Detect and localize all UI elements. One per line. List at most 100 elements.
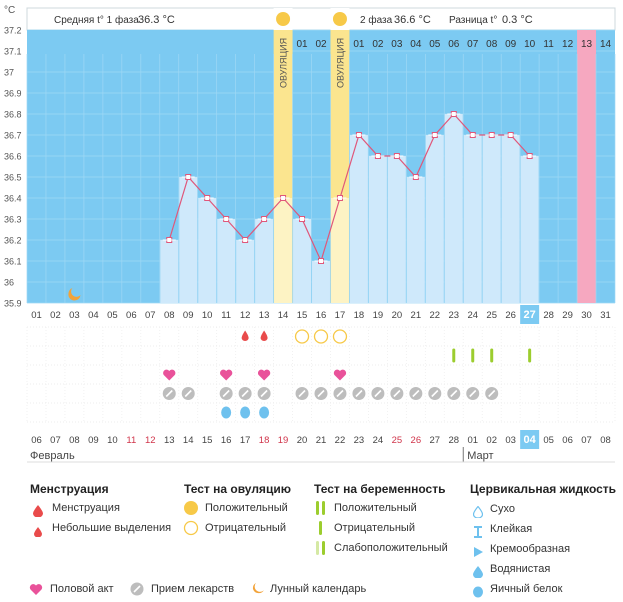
cycle-day-label: 01	[31, 310, 42, 321]
cycle-day-label: 08	[164, 310, 175, 321]
legend-menstruation-item: Менструация	[52, 502, 120, 514]
y-tick-label: 36.2	[4, 236, 22, 246]
fluid-egg-white-icon	[221, 406, 232, 419]
ovulation-sun-icon	[332, 12, 347, 26]
temperature-line	[168, 113, 531, 263]
diff-label: Разница t°	[449, 15, 497, 26]
post-ovulation-day-label: 07	[467, 39, 479, 50]
legend-title-pregnancy-test: Тест на беременность	[314, 482, 446, 496]
legend-pregnancy-negative-item: Отрицательный	[334, 522, 415, 534]
calendar-date-label: 09	[88, 435, 99, 446]
heart-icon	[333, 369, 347, 381]
legend-ovulation-negative-item: Отрицательный	[205, 522, 286, 534]
calendar-date-label: 15	[202, 435, 213, 446]
pill-stripe	[165, 389, 173, 398]
temperature-bar	[482, 135, 501, 303]
calendar-date-label: 08	[69, 435, 80, 446]
y-tick-label: 35.9	[4, 299, 22, 309]
temperature-bar	[217, 219, 236, 303]
cycle-day-label: 17	[335, 310, 346, 321]
pill-stripe	[260, 389, 268, 398]
predicted-period-band	[577, 54, 597, 303]
calendar-date-label: 14	[183, 435, 194, 446]
calendar-date-label: 02	[486, 435, 497, 446]
post-ovulation-day-label: 11	[543, 39, 554, 50]
calendar-date-label: 07	[581, 435, 592, 446]
fluid-watery-icon	[473, 563, 483, 582]
ovulation-text: ОВУЛЯЦИЯ	[335, 38, 345, 88]
legend-fluid-dry-item: Сухо	[490, 503, 515, 515]
moon-icon	[68, 288, 81, 301]
heart-icon	[163, 369, 176, 381]
post-ovulation-day-label: 09	[505, 39, 517, 50]
y-tick-label: 36.3	[4, 215, 22, 225]
legend-moon-item: Лунный календарь	[270, 583, 367, 595]
calendar-date-label: 10	[107, 435, 118, 446]
ovulation-text: ОВУЛЯЦИЯ	[279, 38, 289, 88]
month-label-february: Февраль	[30, 450, 75, 462]
post-ovulation-day-label: 01	[296, 39, 308, 50]
predicted-period-header	[577, 30, 597, 54]
pill-stripe	[469, 389, 477, 398]
cycle-day-label: 12	[240, 310, 251, 321]
pill-stripe	[241, 389, 249, 398]
pregnancy-weak-positive-icon	[316, 540, 326, 559]
pregnancy-test-icon	[528, 348, 532, 363]
diff-value: 0.3 °C	[502, 14, 533, 26]
pill-stripe	[393, 389, 401, 398]
cycle-day-label: 23	[448, 310, 459, 321]
phase2-value: 36.6 °C	[394, 14, 431, 26]
temperature-bar	[255, 219, 274, 303]
temperature-bar	[463, 135, 482, 303]
month-label-march: Март	[467, 450, 493, 462]
temperature-bar	[330, 198, 349, 303]
today-date-highlight	[520, 430, 540, 449]
ovulation-positive-icon	[183, 500, 199, 520]
temperature-bar	[293, 219, 312, 303]
ovulation-negative-icon	[294, 329, 310, 344]
phase2-label: 2 фаза	[360, 14, 393, 26]
fluid-egg-white-icon	[472, 583, 484, 602]
pregnancy-negative-icon	[319, 520, 323, 539]
legend-light-spotting-item: Небольшие выделения	[52, 522, 172, 534]
legend-fluid-creamy-item: Кремообразная	[490, 543, 571, 555]
post-ovulation-day-label: 04	[410, 39, 422, 50]
temperature-bar	[368, 156, 387, 303]
calendar-date-label: 25	[392, 435, 403, 446]
temperature-bar	[444, 114, 463, 303]
calendar-date-label: 18	[259, 435, 270, 446]
y-tick-label: 37.1	[4, 47, 22, 57]
cycle-day-label: 15	[297, 310, 308, 321]
calendar-date-label: 08	[600, 435, 611, 446]
cycle-day-label: 31	[600, 310, 611, 321]
cycle-day-label: 03	[69, 310, 80, 321]
today-cycle-highlight	[520, 305, 540, 324]
calendar-date-label: 19	[278, 435, 289, 446]
legend-ovulation-positive-item: Положительный	[205, 502, 288, 514]
pill-icon	[130, 581, 144, 600]
post-ovulation-day-label: 13	[581, 39, 593, 50]
post-ovulation-day-label: 08	[486, 39, 498, 50]
light-spotting-drop-icon	[34, 522, 42, 541]
temperature-bar	[179, 177, 198, 303]
cycle-day-label: 10	[202, 310, 213, 321]
cycle-day-label: 21	[411, 310, 422, 321]
y-tick-label: 36.5	[4, 173, 22, 183]
cycle-day-label: 07	[145, 310, 156, 321]
temperature-bar	[501, 135, 520, 303]
calendar-date-label: 28	[448, 435, 459, 446]
phase1-value: 36.3 °C	[138, 14, 175, 26]
cycle-day-label: 22	[430, 310, 441, 321]
moon-icon	[250, 580, 266, 600]
calendar-date-label: 23	[354, 435, 365, 446]
fluid-sticky-icon	[473, 523, 483, 542]
pill-stripe	[450, 389, 458, 398]
cycle-day-label: 18	[354, 310, 365, 321]
pregnancy-test-icon	[452, 348, 456, 363]
fluid-dry-icon	[472, 503, 484, 522]
light-spotting-drop-icon	[241, 330, 249, 341]
legend-title-ovulation-test: Тест на овуляцию	[184, 482, 291, 496]
legend-fluid-watery-item: Водянистая	[490, 563, 551, 575]
cycle-day-label: 14	[278, 310, 289, 321]
